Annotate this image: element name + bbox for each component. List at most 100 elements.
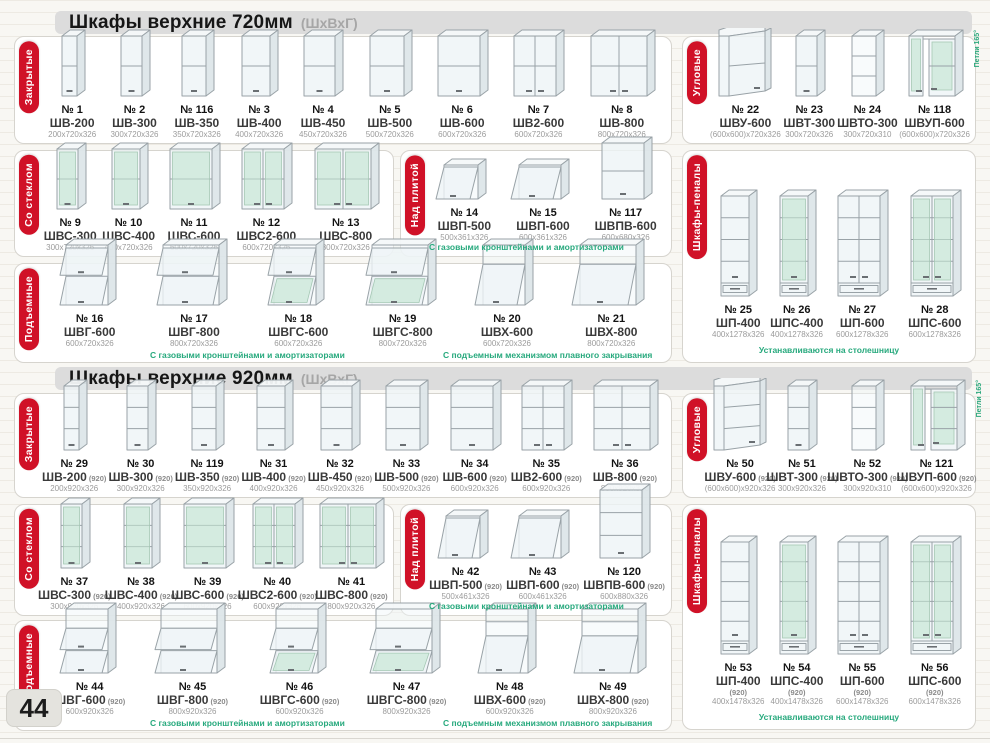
item-117: № 117 ШВПВ-600 600х680х326 [592, 135, 660, 243]
item-name: ШВП-600 [516, 218, 570, 233]
figure-wrap-43 [509, 508, 577, 563]
item-number: № 52 [853, 458, 882, 471]
figure-wrap-21 [570, 237, 652, 310]
cabinet-figure [191, 379, 225, 451]
item-dims: 300х920х310 [843, 484, 892, 493]
item-number: № 38 [127, 576, 155, 589]
cabinet-figure [369, 602, 441, 674]
figure-wrap-14 [434, 157, 494, 204]
cabinet-figure [450, 379, 502, 451]
item-dims: 800х920х326 [327, 602, 376, 611]
item-dims: 600х880х326 [600, 592, 649, 601]
item-30: № 30 ШВ-300 (920) 300х920х326 [108, 378, 173, 494]
figure-wrap-116 [172, 28, 222, 101]
item-number: № 7 [527, 104, 550, 117]
item-number: № 50 [726, 458, 754, 471]
item-number: № 36 [611, 458, 639, 471]
item-number: № 32 [326, 458, 354, 471]
item-34: № 34 ШВ-600 (920) 600х920х326 [441, 378, 509, 494]
figure-wrap-9 [47, 141, 94, 214]
cabinet-figure [571, 238, 645, 306]
category-label-stove-920: Над плитой [405, 509, 425, 590]
item-name: ШВ-300 (920) [108, 469, 173, 484]
item-name: ШВТО-300 (920) [827, 469, 908, 484]
category-label-closed-720: Закрытые [19, 41, 39, 114]
item-name: ШВХ-600 (920) [473, 692, 546, 707]
item-3: № 3 ШВ-400 400х720х326 [232, 28, 286, 140]
item-1: № 1 ШВ-200 200х720х326 [45, 28, 99, 140]
item-44: № 44 ШВГ-600 (920) 600х920х326 [54, 601, 125, 717]
item-number: № 30 [126, 458, 155, 471]
item-dims: 450х720х326 [298, 130, 347, 139]
figure-wrap-16 [56, 237, 124, 310]
item-number: № 31 [259, 458, 288, 471]
item-number: № 44 [75, 681, 104, 694]
item-6: № 6 ШВ-600 600х720х326 [428, 28, 496, 140]
item-8: № 8 ШВ-800 800х720х326 [581, 28, 663, 140]
cabinet-figure [779, 535, 817, 655]
cabinet-figure [720, 535, 758, 655]
figure-wrap-26 [770, 188, 824, 301]
item-dims: (600х600)х720х326 [899, 130, 970, 139]
item-dims: 500х720х326 [365, 130, 414, 139]
item-number: № 8 [611, 104, 633, 117]
figure-wrap-46 [266, 601, 334, 678]
cabinet-figure [599, 483, 651, 559]
item-number: № 48 [495, 681, 524, 694]
item-name: ШВ-600 [439, 115, 485, 130]
item-13: № 13 ШВС-800 800х720х326 [305, 141, 387, 253]
item-dims: 500х920х326 [382, 484, 431, 493]
item-number: № 33 [392, 458, 421, 471]
item-number: № 18 [284, 313, 313, 326]
section-subtitle: (ШхВхГ) [300, 14, 358, 31]
page-number: 44 [6, 689, 62, 727]
hinge-note: Петли 165° [973, 30, 981, 68]
item-dims: 500х361х326 [440, 233, 489, 242]
item-number: № 9 [59, 217, 81, 230]
item-dims: 600х920х326 [522, 484, 571, 493]
items-row: № 14 ШВП-500 500х361х326 № 15 ШВП-600 600х361… [427, 136, 667, 243]
figure-wrap-7 [504, 28, 572, 101]
category-label-lift-720: Подъемные [19, 268, 39, 351]
cabinet-figure [123, 497, 161, 569]
item-dims: 800х920х326 [588, 707, 637, 716]
item-name: ШВС2-600 [236, 228, 297, 243]
item-28: № 28 ШПС-600 600х1278х326 [901, 188, 969, 340]
item-number: № 15 [529, 207, 557, 220]
item-name: ШВС2-600 (920) [237, 587, 317, 602]
item-name: ШВС-300 (920) [38, 587, 111, 602]
item-number: № 5 [379, 104, 401, 117]
item-51: № 51 ШВТ-300 (920) 300х920х326 [766, 378, 838, 494]
item-number: № 16 [75, 313, 104, 326]
item-dims: 600х920х326 [275, 707, 324, 716]
cabinet-figure [385, 379, 429, 451]
item-dims: 400х920х326 [249, 484, 298, 493]
cabinet-figure [910, 535, 962, 655]
panel-note: С подъемным механизмом плавного закрыван… [443, 718, 653, 728]
figure-wrap-32 [311, 378, 368, 455]
cabinet-figure [154, 602, 226, 674]
item-dims: 450х920х326 [315, 484, 364, 493]
item-dims: 200х920х326 [50, 484, 99, 493]
item-dims: 600х720х326 [170, 243, 218, 253]
item-dims: 800х920х326 [168, 707, 217, 716]
item-116: № 116 ШВ-350 350х720х326 [170, 28, 224, 140]
item-number: № 29 [60, 458, 88, 471]
item-number: № 20 [493, 313, 521, 326]
items-row: № 44 ШВГ-600 (920) 600х920х326 № 45 ШВГ-800 … [41, 602, 667, 717]
item-number: № 27 [848, 304, 877, 317]
items-row: № 42 ШВП-500 (920) 500х461х326 № 43 ШВП-600 … [427, 483, 667, 602]
item-suffix: (920) [853, 688, 871, 697]
item-16: № 16 ШВГ-600 600х720х326 [56, 237, 124, 349]
figure-wrap-54 [770, 534, 824, 659]
item-name: ШВ2-600 [512, 115, 565, 130]
category-label-glass-920: Со стеклом [19, 509, 39, 589]
figure-wrap-22 [709, 28, 781, 101]
cabinet-figure [241, 29, 279, 97]
item-number: № 24 [853, 104, 882, 117]
item-name: ШВ2-600 (920) [510, 469, 582, 484]
figure-wrap-28 [901, 188, 969, 301]
item-42: № 42 ШВП-500 (920) 500х461х326 [429, 508, 502, 602]
